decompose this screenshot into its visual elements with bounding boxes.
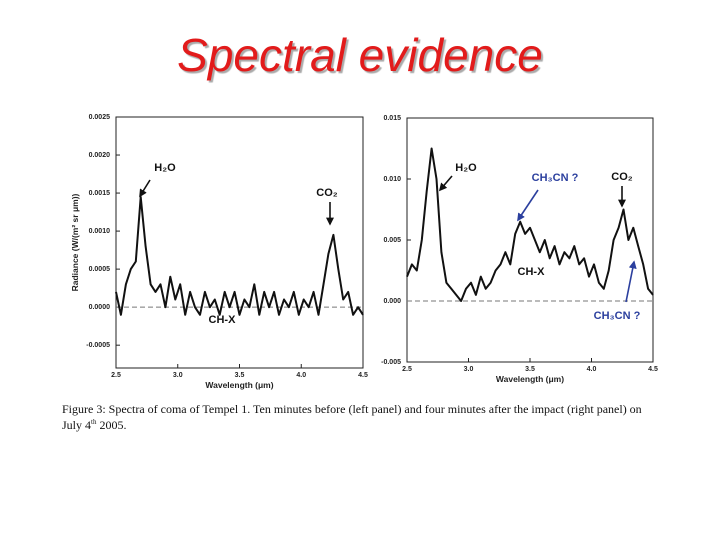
y-tick-label: 0.010 [383, 176, 401, 183]
annotation: H₂O [455, 162, 477, 174]
x-axis-label: Wavelength (μm) [496, 374, 564, 384]
annotation-arrow [517, 189, 539, 222]
x-tick-label: 2.5 [402, 366, 412, 373]
caption-end: 2005. [99, 418, 127, 432]
x-tick-label: 3.5 [525, 366, 535, 373]
caption-superscript: th [91, 418, 97, 426]
caption-text: Figure 3: Spectra of coma of Tempel 1. T… [62, 402, 642, 432]
annotation: CH-X [518, 266, 546, 278]
x-tick-label: 4.5 [358, 372, 368, 379]
y-tick-label: -0.0005 [86, 342, 110, 349]
plot-frame [115, 116, 364, 369]
x-tick-label: 4.5 [648, 366, 658, 373]
x-tick-label: 3.0 [173, 372, 183, 379]
slide-title: Spectral evidence [177, 29, 543, 81]
y-tick-label: 0.0005 [89, 266, 111, 273]
annotation: CH₃CN ? [532, 172, 579, 184]
annotation: CH₃CN ? [594, 310, 641, 322]
spectrum-line [115, 195, 364, 316]
plot-frame [406, 117, 654, 363]
x-tick-label: 4.0 [296, 372, 306, 379]
caption: Figure 3: Spectra of coma of Tempel 1. T… [62, 403, 662, 432]
y-tick-label: 0.015 [383, 115, 401, 122]
x-tick-label: 3.5 [235, 372, 245, 379]
annotation-arrow [438, 175, 453, 192]
y-tick-label: 0.005 [383, 237, 401, 244]
annotation: H₂O [154, 162, 176, 174]
figure: 0.0025 0.0020 0.0015 0.0010 0.0005 0.0000 -0.0… [70, 114, 658, 390]
y-tick-label: 0.000 [383, 298, 401, 305]
y-tick-label: 0.0000 [89, 304, 111, 311]
y-tick-label: 0.0015 [89, 190, 111, 197]
annotation-arrow [139, 179, 151, 198]
y-tick-label: 0.0010 [89, 228, 111, 235]
x-tick-label: 2.5 [111, 372, 121, 379]
annotation-arrow [625, 260, 637, 303]
y-tick-label: 0.0020 [89, 152, 111, 159]
annotation: CO₂ [611, 171, 633, 183]
x-axis-label: Wavelength (μm) [205, 380, 273, 390]
x-tick-label: 4.0 [587, 366, 597, 373]
spectrum-line [406, 147, 654, 302]
x-tick-label: 3.0 [464, 366, 474, 373]
annotation: CH-X [209, 314, 237, 326]
y-tick-label: -0.005 [381, 359, 401, 366]
y-tick-label: 0.0025 [89, 114, 111, 121]
y-axis-label: Radiance (W/(m² sr μm)) [70, 193, 80, 291]
annotation: CO₂ [316, 187, 338, 199]
